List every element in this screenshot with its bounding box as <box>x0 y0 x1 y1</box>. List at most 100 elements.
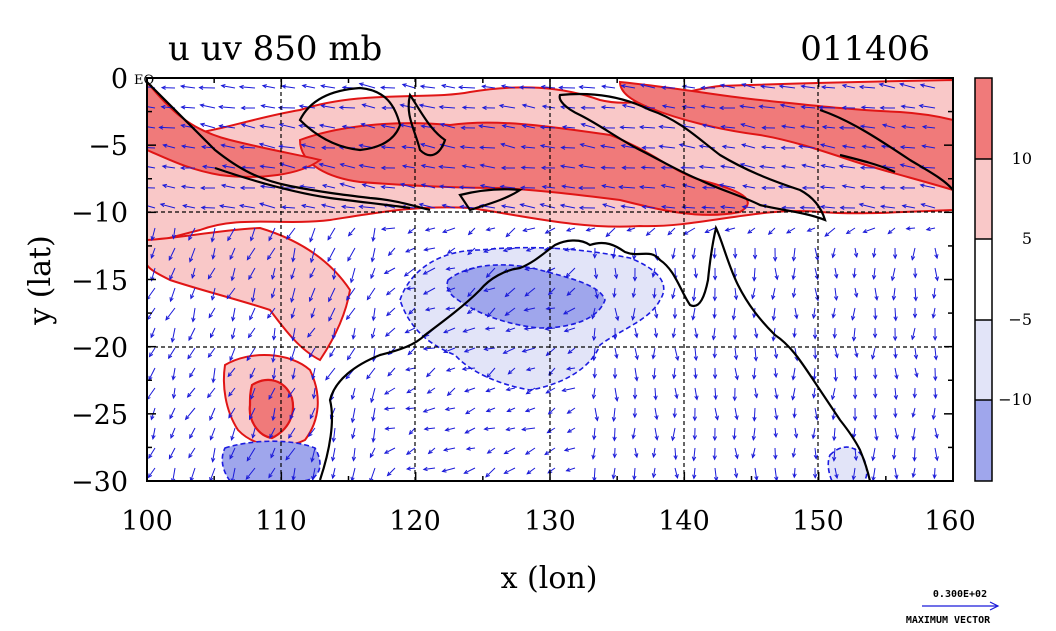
wind-vector-head <box>369 477 374 481</box>
wind-vector <box>861 186 876 189</box>
wind-vector-head <box>158 125 164 130</box>
wind-vector <box>613 427 616 441</box>
wind-vector <box>503 347 516 354</box>
wind-vector <box>620 126 636 129</box>
wind-vector-head <box>370 398 375 404</box>
wind-vector-head <box>752 313 757 319</box>
wind-vector <box>371 327 376 339</box>
wind-vector <box>521 167 536 169</box>
wind-vector-head <box>311 394 317 400</box>
wind-vector <box>408 307 416 315</box>
wind-vector-head <box>327 235 332 241</box>
wind-vector-head <box>693 356 698 362</box>
wind-vector <box>229 347 236 361</box>
wind-vector-head <box>358 82 364 87</box>
wind-vector <box>272 347 276 362</box>
wind-vector-head <box>169 414 174 420</box>
wind-vector <box>386 307 396 316</box>
wind-vector <box>522 124 536 129</box>
wind-vector-head <box>752 254 758 260</box>
wind-vector <box>325 367 336 381</box>
wind-vector <box>506 327 516 332</box>
wind-vector-head <box>519 203 525 208</box>
wind-vector <box>372 407 376 421</box>
wind-vector-head <box>734 415 739 421</box>
wind-vector-head <box>841 144 847 149</box>
wind-vector <box>212 447 216 462</box>
wind-vector <box>524 307 536 311</box>
wind-vector <box>248 267 256 280</box>
wind-vector <box>384 387 396 395</box>
wind-vector <box>351 467 356 481</box>
wind-vector <box>821 165 836 169</box>
wind-vector <box>502 125 516 129</box>
wind-vector-head <box>712 374 718 380</box>
wind-vector <box>147 126 156 129</box>
wind-vector-head <box>913 273 918 279</box>
wind-vector-head <box>442 229 448 234</box>
wind-vector <box>207 267 216 279</box>
wind-vector <box>371 247 376 262</box>
wind-vector-head <box>422 408 428 413</box>
wind-vector-head <box>524 408 530 413</box>
wind-vector <box>420 85 436 89</box>
wind-vector <box>593 347 596 361</box>
wind-vector-head <box>660 165 666 170</box>
wind-vector <box>402 83 416 89</box>
wind-vector-head <box>211 254 216 260</box>
wind-vector <box>540 203 556 209</box>
wind-vector <box>854 287 858 297</box>
wind-vector <box>165 307 176 321</box>
wind-vector <box>211 227 216 242</box>
wind-vector <box>402 146 416 149</box>
wind-vector-head <box>479 145 485 150</box>
wind-vector <box>211 287 216 300</box>
wind-vector <box>774 347 777 359</box>
neg-weak-region-southeast <box>827 446 868 481</box>
new-britain-coastline <box>839 153 896 173</box>
y-axis-label: y (lat) <box>23 235 58 325</box>
wind-vector-head <box>758 104 764 109</box>
vector-legend-arrowhead <box>989 601 1000 611</box>
wind-vector <box>508 367 516 375</box>
wind-vector-head <box>651 473 657 479</box>
wind-vector <box>774 367 777 378</box>
wind-vector <box>322 184 336 189</box>
wind-vector-head <box>780 145 786 151</box>
wind-vector-head <box>539 125 545 130</box>
wind-vector-head <box>654 415 659 421</box>
wind-vector-head <box>600 105 606 110</box>
wind-vector <box>282 206 296 209</box>
wind-vector-head <box>270 453 275 459</box>
wind-vector <box>486 387 496 392</box>
wind-vector-head <box>268 236 273 242</box>
wind-vector-head <box>210 295 216 301</box>
wind-vector <box>353 447 356 461</box>
wind-vector-head <box>404 329 410 334</box>
wind-vector <box>427 387 436 394</box>
wind-vector <box>226 287 236 299</box>
x-tick-label: 110 <box>255 506 307 537</box>
wind-vector <box>894 407 896 418</box>
wind-vector <box>291 307 296 319</box>
wind-vector <box>372 347 376 362</box>
wind-vector <box>613 287 616 298</box>
wind-vector <box>674 387 678 399</box>
wind-vector <box>479 125 496 129</box>
wind-vector-head <box>383 269 389 275</box>
wind-vector <box>832 307 836 318</box>
wind-vector-head <box>210 333 214 339</box>
wind-vector-head <box>544 229 550 234</box>
wind-vector-head <box>505 427 511 432</box>
wind-vector-head <box>503 469 509 474</box>
wind-vector-head <box>399 182 405 188</box>
shaded-negative-regions <box>221 246 868 481</box>
wind-vector-head <box>919 83 925 88</box>
wind-vector <box>329 347 336 357</box>
wind-vector <box>506 427 516 431</box>
wind-vector-head <box>420 163 426 169</box>
pos-strong-region-west <box>147 80 323 178</box>
wind-vector <box>212 247 216 259</box>
wind-vector <box>526 467 536 475</box>
wind-vector-head <box>634 355 639 361</box>
